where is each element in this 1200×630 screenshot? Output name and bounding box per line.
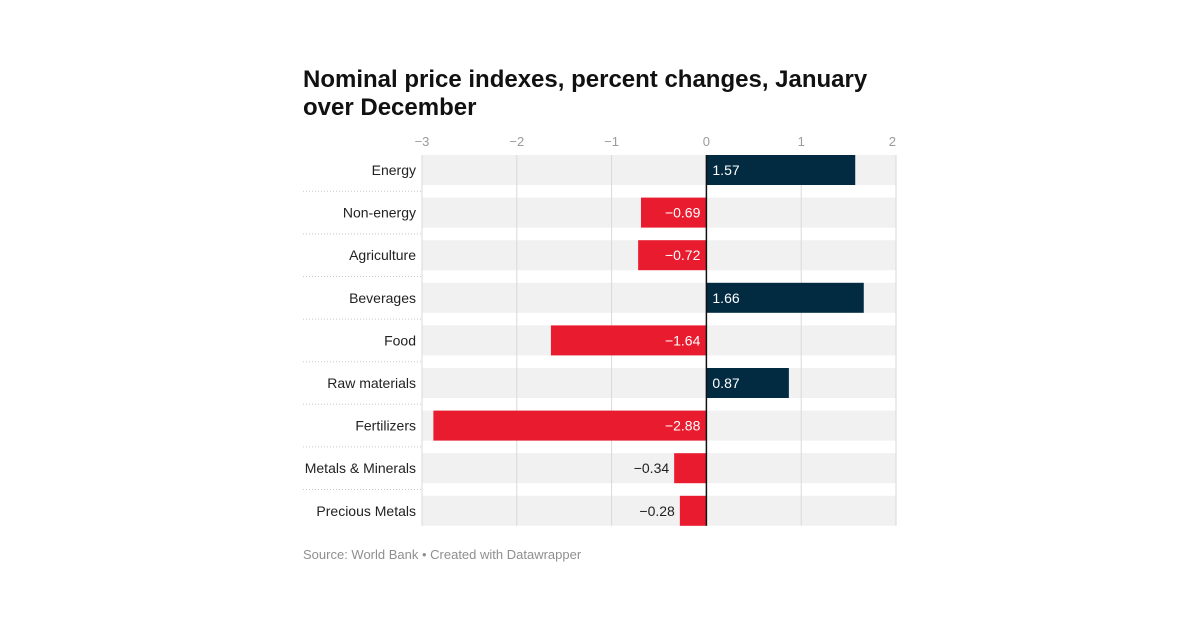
value-label: 1.57	[712, 162, 739, 178]
category-label: Food	[384, 332, 416, 348]
category-label: Beverages	[349, 290, 416, 306]
category-label: Metals & Minerals	[305, 460, 416, 476]
value-label: −0.72	[665, 247, 701, 263]
bar	[706, 155, 856, 185]
row-background	[422, 368, 896, 398]
category-label: Raw materials	[327, 375, 416, 391]
bar	[638, 240, 707, 271]
value-label: −1.64	[665, 332, 701, 348]
value-label: −0.34	[634, 460, 670, 476]
value-label: 1.66	[712, 290, 739, 306]
row-background	[422, 453, 896, 484]
x-tick-label: −2	[509, 134, 524, 149]
value-label: −0.69	[665, 205, 701, 221]
category-label: Energy	[372, 162, 416, 178]
row-background	[422, 495, 896, 526]
category-label: Agriculture	[349, 247, 416, 263]
x-tick-label: −3	[415, 134, 430, 149]
value-label: −0.28	[639, 503, 675, 519]
category-label: Precious Metals	[316, 503, 416, 519]
bar	[550, 325, 707, 356]
x-tick-label: 0	[703, 134, 710, 149]
x-tick-label: 1	[798, 134, 805, 149]
bar	[674, 453, 707, 484]
source-note: Source: World Bank • Created with Datawr…	[303, 547, 582, 562]
x-tick-label: −1	[604, 134, 619, 149]
category-label: Non-energy	[343, 205, 416, 221]
value-label: 0.87	[712, 375, 739, 391]
bar	[706, 368, 789, 398]
chart-title: Nominal price indexes, percent changes, …	[303, 66, 868, 121]
bar	[679, 495, 707, 526]
bar	[433, 410, 707, 441]
x-tick-label: 2	[889, 134, 896, 149]
bar	[706, 282, 864, 313]
bar	[640, 197, 707, 228]
category-label: Fertilizers	[355, 418, 416, 434]
value-label: −2.88	[665, 418, 701, 434]
